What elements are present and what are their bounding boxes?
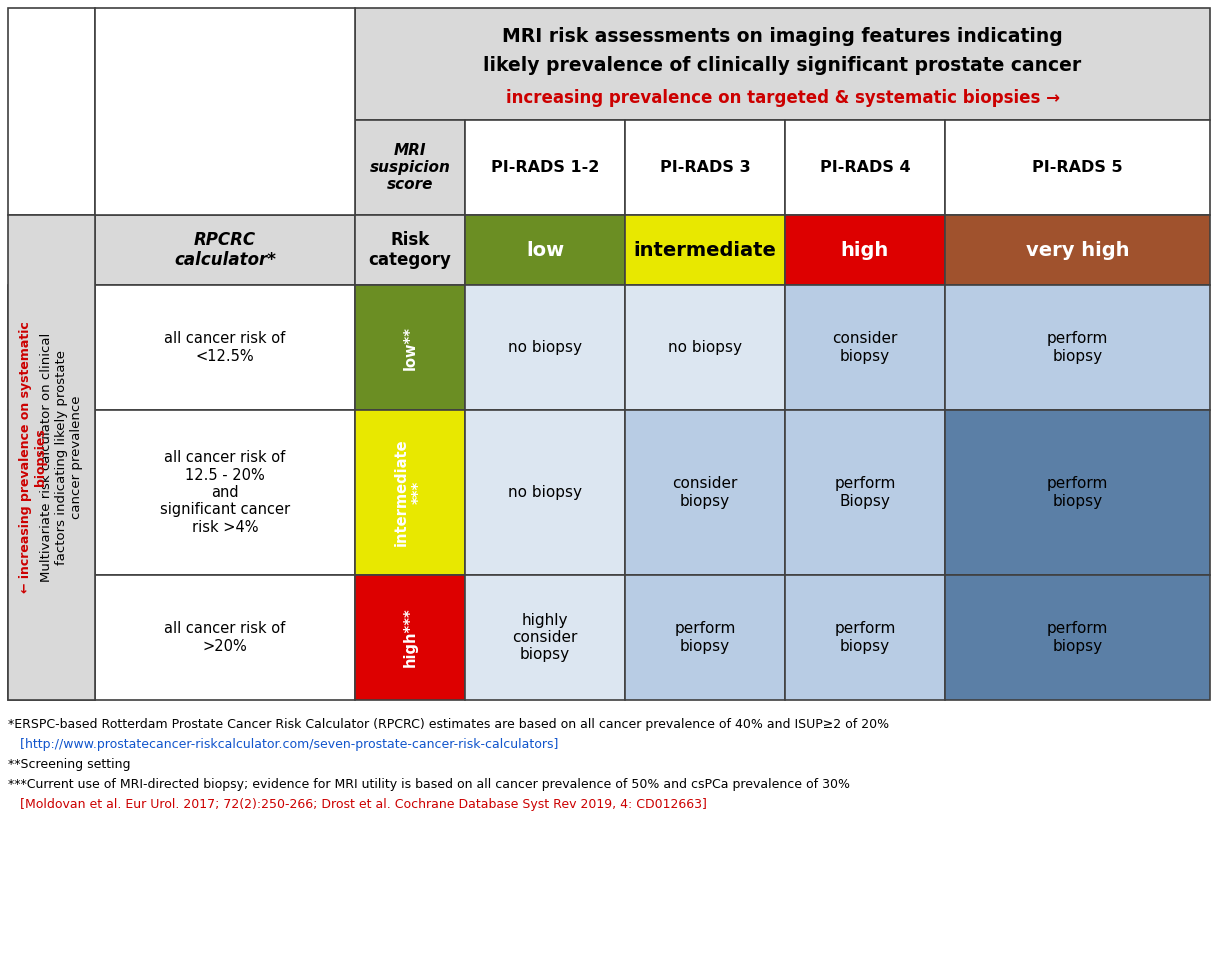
Text: intermediate
***: intermediate *** <box>393 439 426 546</box>
Bar <box>466 575 624 700</box>
Text: perform
biopsy: perform biopsy <box>675 622 736 653</box>
Bar <box>95 285 356 410</box>
Bar <box>9 8 95 215</box>
Bar <box>785 410 945 575</box>
Text: ***Current use of MRI-directed biopsy; evidence for MRI utility is based on all : ***Current use of MRI-directed biopsy; e… <box>9 778 851 791</box>
Text: highly
consider
biopsy: highly consider biopsy <box>512 612 578 662</box>
Text: all cancer risk of
>20%: all cancer risk of >20% <box>165 622 286 653</box>
Text: intermediate: intermediate <box>633 240 776 260</box>
Bar <box>624 285 785 410</box>
Text: high***: high*** <box>402 607 418 668</box>
Bar <box>9 8 95 215</box>
Text: PI-RADS 4: PI-RADS 4 <box>820 160 910 175</box>
Text: PI-RADS 5: PI-RADS 5 <box>1033 160 1123 175</box>
Bar <box>9 410 95 575</box>
Bar <box>356 575 466 700</box>
Bar <box>624 410 785 575</box>
Text: **Screening setting: **Screening setting <box>9 758 131 771</box>
Bar <box>785 285 945 410</box>
Text: no biopsy: no biopsy <box>508 485 582 500</box>
Text: ← increasing prevalence on systematic
biopsies: ← increasing prevalence on systematic bi… <box>20 322 48 593</box>
Text: all cancer risk of
12.5 - 20%
and
significant cancer
risk >4%: all cancer risk of 12.5 - 20% and signif… <box>160 450 290 535</box>
Bar <box>356 120 466 215</box>
Bar <box>95 215 356 285</box>
Bar <box>466 120 624 215</box>
Text: very high: very high <box>1025 240 1129 260</box>
Text: no biopsy: no biopsy <box>668 340 742 355</box>
Bar <box>624 215 785 285</box>
Text: perform
Biopsy: perform Biopsy <box>835 476 896 509</box>
Bar <box>785 120 945 215</box>
Bar <box>945 575 1210 700</box>
Text: high: high <box>841 240 890 260</box>
Bar <box>9 575 95 700</box>
Bar <box>945 285 1210 410</box>
Bar <box>356 215 466 285</box>
Bar <box>9 215 95 700</box>
Text: [http://www.prostatecancer-riskcalculator.com/seven-prostate-cancer-risk-calcula: [http://www.prostatecancer-riskcalculato… <box>9 738 558 751</box>
Bar <box>785 575 945 700</box>
Text: likely prevalence of clinically significant prostate cancer: likely prevalence of clinically signific… <box>484 56 1081 75</box>
Bar <box>356 410 466 575</box>
Text: low**: low** <box>402 326 418 370</box>
Bar <box>95 410 356 575</box>
Bar <box>945 410 1210 575</box>
Bar <box>356 285 466 410</box>
Text: low: low <box>525 240 565 260</box>
Text: [Moldovan et al. Eur Urol. 2017; 72(2):250-266; Drost et al. Cochrane Database S: [Moldovan et al. Eur Urol. 2017; 72(2):2… <box>9 798 706 811</box>
Text: RPCRC
calculator*: RPCRC calculator* <box>174 231 276 269</box>
Bar <box>785 215 945 285</box>
Bar <box>945 120 1210 215</box>
Bar <box>466 285 624 410</box>
Bar <box>9 285 95 410</box>
Bar <box>624 575 785 700</box>
Text: PI-RADS 1-2: PI-RADS 1-2 <box>491 160 599 175</box>
Text: no biopsy: no biopsy <box>508 340 582 355</box>
Bar <box>624 120 785 215</box>
Text: MRI risk assessments on imaging features indicating: MRI risk assessments on imaging features… <box>502 27 1063 45</box>
Text: perform
biopsy: perform biopsy <box>1047 476 1108 509</box>
Bar <box>95 575 356 700</box>
Text: MRI
suspicion
score: MRI suspicion score <box>369 143 451 193</box>
Text: increasing prevalence on targeted & systematic biopsies →: increasing prevalence on targeted & syst… <box>506 89 1059 107</box>
Text: perform
biopsy: perform biopsy <box>1047 622 1108 653</box>
Text: consider
biopsy: consider biopsy <box>672 476 738 509</box>
Text: Risk
category: Risk category <box>369 231 451 269</box>
Bar <box>466 410 624 575</box>
Text: perform
biopsy: perform biopsy <box>1047 331 1108 364</box>
Text: *ERSPC-based Rotterdam Prostate Cancer Risk Calculator (RPCRC) estimates are bas: *ERSPC-based Rotterdam Prostate Cancer R… <box>9 718 890 731</box>
Bar <box>95 8 356 215</box>
Text: consider
biopsy: consider biopsy <box>832 331 898 364</box>
Bar <box>356 8 1210 120</box>
Bar <box>466 215 624 285</box>
Bar <box>945 215 1210 285</box>
Text: PI-RADS 3: PI-RADS 3 <box>660 160 750 175</box>
Bar <box>95 8 356 215</box>
Text: all cancer risk of
<12.5%: all cancer risk of <12.5% <box>165 331 286 364</box>
Text: Multivariate risk calculator on clinical
factors indicating likely prostate
canc: Multivariate risk calculator on clinical… <box>40 332 83 582</box>
Text: perform
biopsy: perform biopsy <box>835 622 896 653</box>
